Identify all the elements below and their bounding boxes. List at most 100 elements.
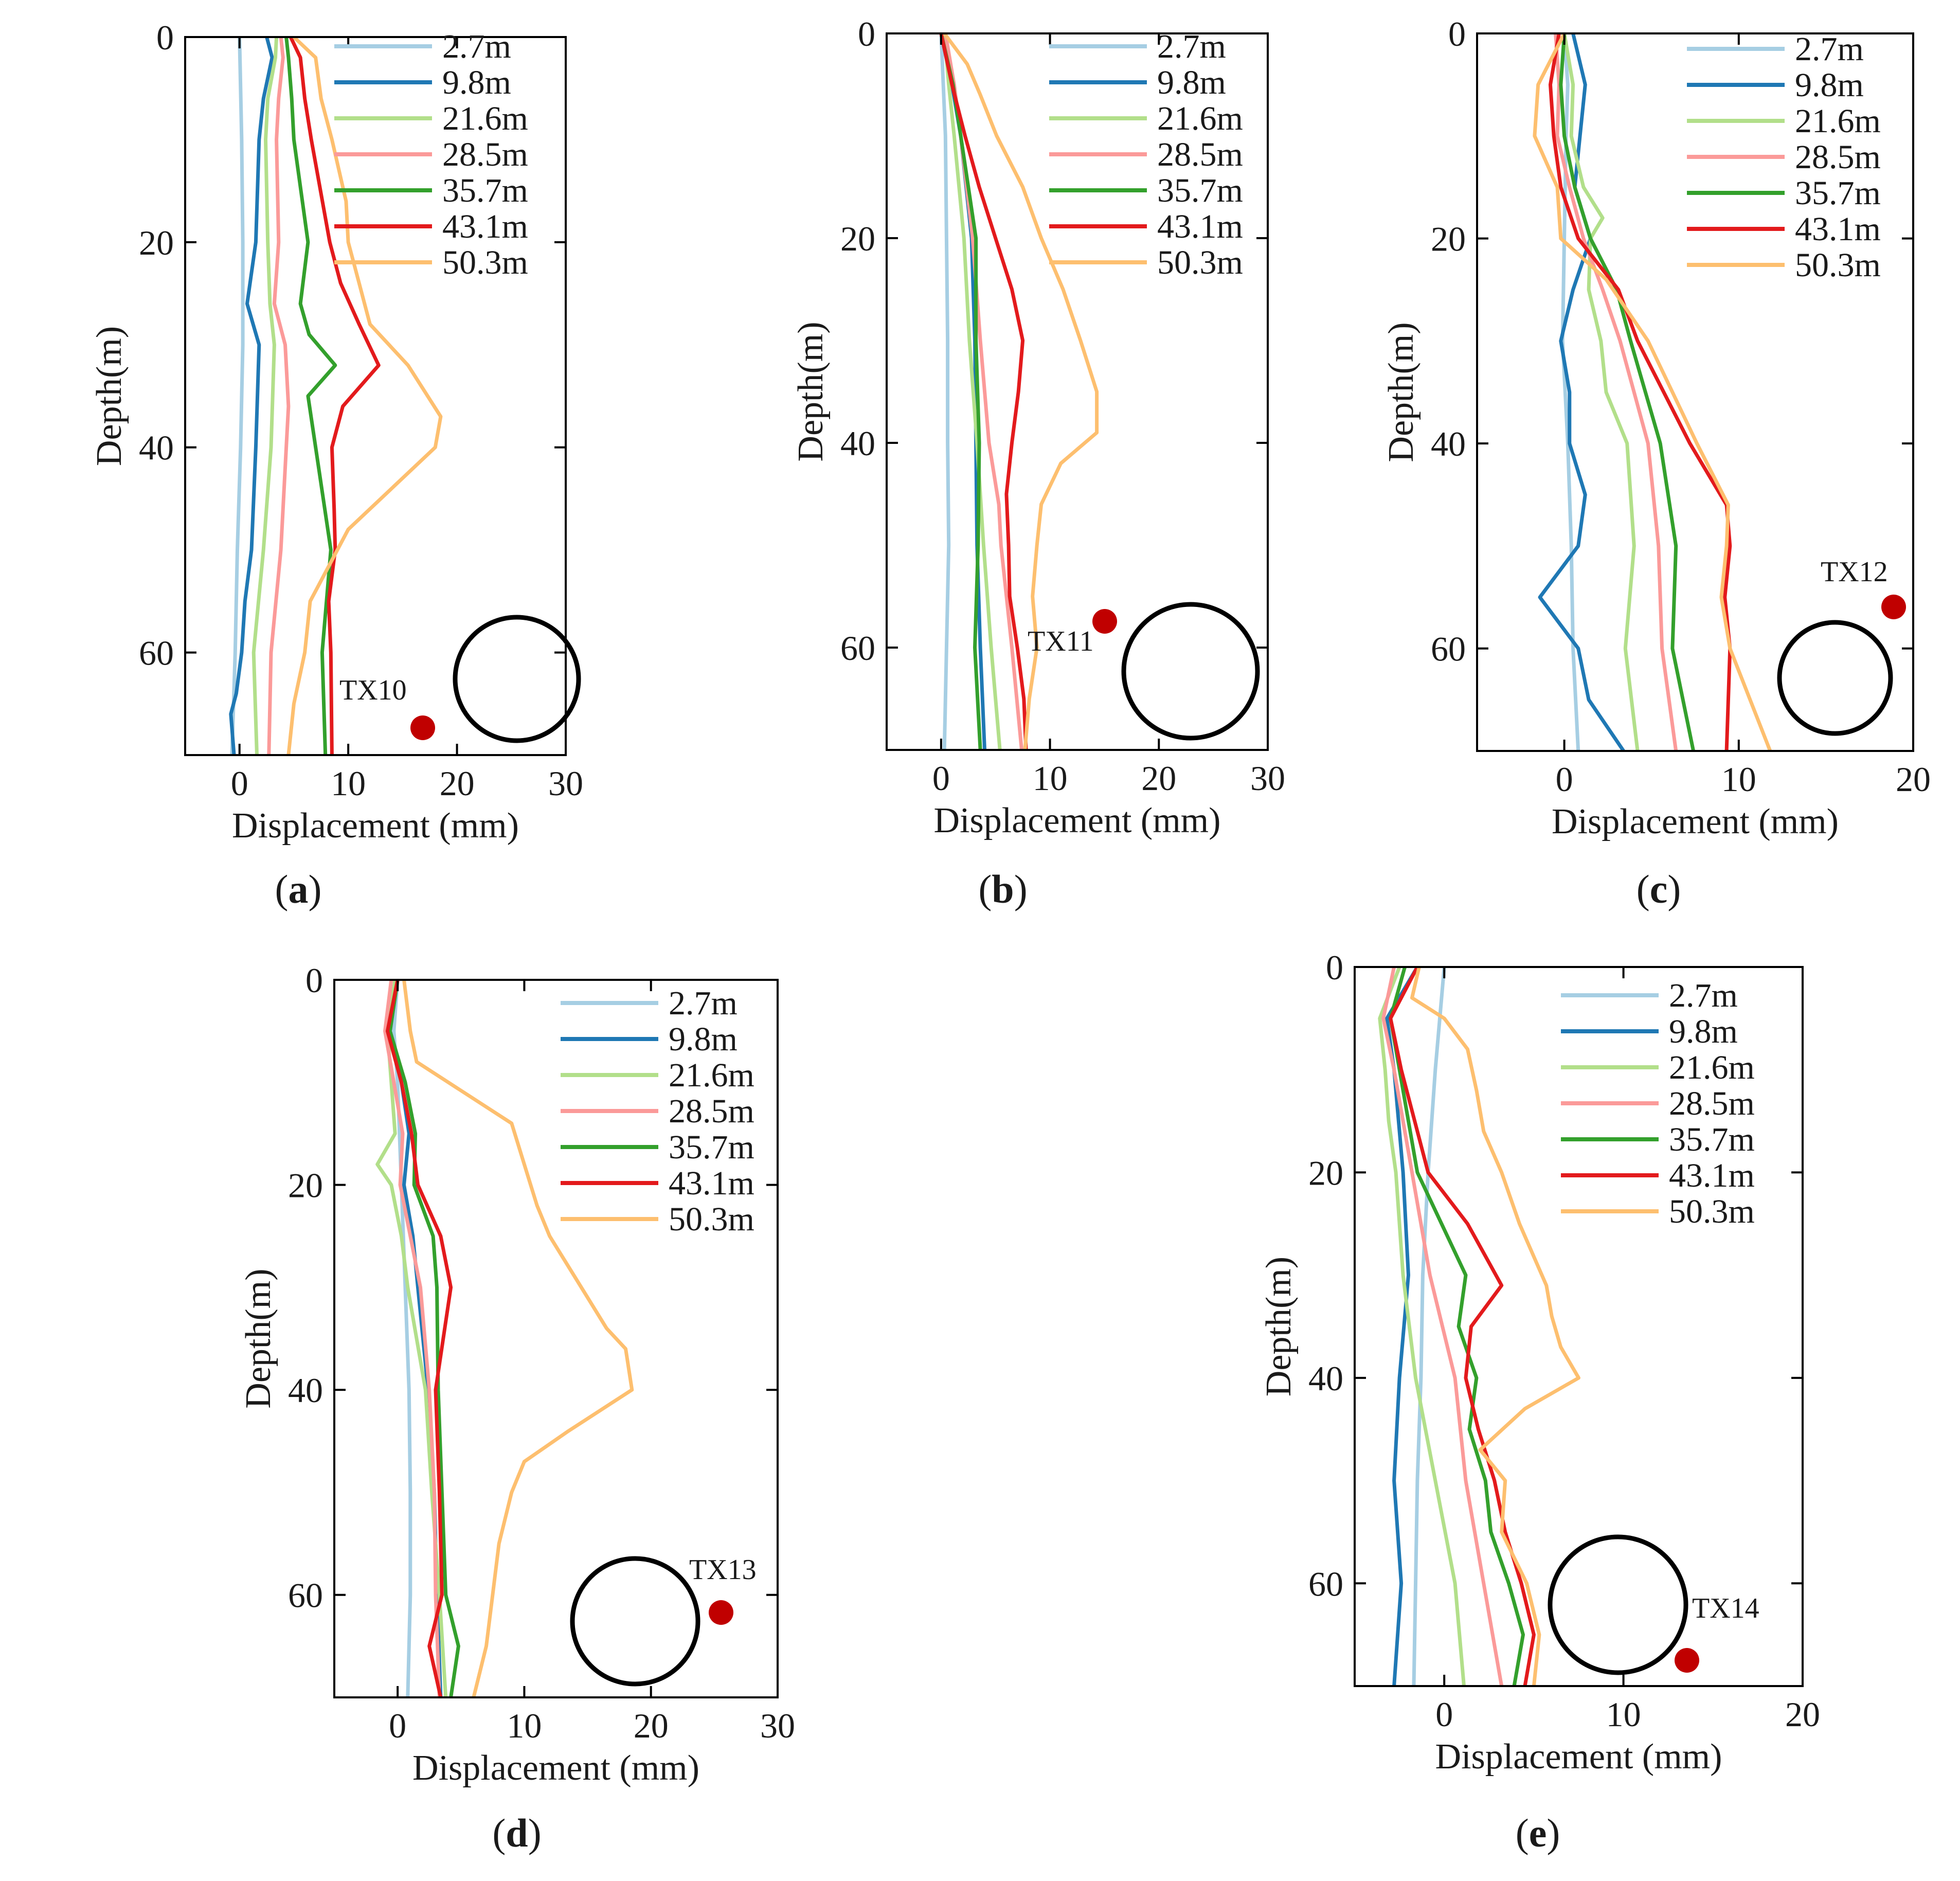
caption-open: ( [275,867,289,911]
x-tick-label: 10 [1033,759,1068,798]
series-line-28-5m [267,37,291,755]
y-tick-label: 20 [288,1166,323,1205]
legend-label: 50.3m [669,1201,754,1238]
series-line-2-7m [1412,967,1446,1686]
series-line-28-5m [383,980,441,1697]
caption-close: ) [1547,1811,1560,1855]
series-line-43-1m [385,980,453,1697]
y-tick-label: 40 [288,1371,323,1410]
legend-label: 2.7m [1669,977,1738,1014]
y-tick-label: 60 [288,1576,323,1615]
legend-label: 28.5m [1669,1085,1755,1122]
series-line-21-6m [251,37,279,755]
legend-label: 43.1m [1157,208,1243,245]
chart-panel-c: 0 10 20 0 20 40 60 Displacement (mm) Depth(m) 2.7… [1381,14,1931,911]
chart-panel-d: 0 10 20 30 0 20 40 60 Displacement (mm) Depth(m) 2… [239,961,795,1855]
series-line-9-8m [1385,967,1419,1686]
caption-letter: e [1529,1811,1547,1855]
x-tick-label: 30 [760,1706,795,1745]
y-tick-label: 20 [840,219,875,258]
x-tick-label: 20 [1785,1695,1820,1734]
legend-label: 2.7m [1795,30,1864,68]
legend-label: 43.1m [669,1165,754,1202]
caption-open: ( [1516,1811,1529,1855]
tunnel-circle [1121,602,1260,741]
series-line-28-5m [1554,33,1678,751]
monitoring-point-label: TX11 [1028,625,1094,657]
monitoring-point-marker [410,715,435,740]
legend-label: 50.3m [1795,246,1881,284]
monitoring-point-label: TX14 [1692,1592,1759,1624]
caption-letter: b [992,867,1014,911]
caption-open: ( [978,867,992,911]
caption-close: ) [309,867,322,911]
legend-label: 9.8m [442,64,511,101]
series-line-2-7m [939,33,951,750]
series-group [939,33,1099,750]
y-tick-label: 20 [139,223,174,262]
series-line-9-8m [1538,33,1626,751]
caption-letter: a [289,867,309,911]
y-tick-label: 0 [858,14,875,53]
plot-frame [184,36,567,756]
chart-panel-e: 0 10 20 0 20 40 60 Displacement (mm) Depth(m) 2.7… [1259,948,1820,1855]
series-line-50-3m [1533,33,1772,751]
series-line-21-6m [1378,967,1466,1686]
y-tick-label: 0 [156,18,174,57]
caption-close: ) [1014,867,1028,911]
legend-label: 28.5m [442,136,528,173]
x-axis-title: Displacement (mm) [412,1748,699,1788]
series-line-2-7m [230,37,245,755]
series-line-28-5m [1381,967,1504,1686]
panel-caption: (d) [492,1811,541,1855]
legend-label: 28.5m [1157,136,1243,173]
series-line-50-3m [286,37,443,755]
legend-label: 2.7m [669,984,738,1022]
monitoring-point-marker [1881,595,1906,619]
x-axis-title: Displacement (mm) [934,801,1221,840]
y-tick-label: 40 [840,424,875,463]
legend-label: 43.1m [1795,210,1881,248]
panel-caption: (c) [1637,867,1681,911]
monitoring-point-label: TX13 [689,1554,757,1586]
caption-close: ) [528,1811,542,1855]
panels: 0 10 20 30 0 20 40 60 Displacement (mm) Depth(m) 2… [89,14,1931,1855]
y-tick-label: 60 [139,634,174,673]
legend-label: 28.5m [1795,138,1881,176]
series-group [375,980,634,1697]
legend-label: 35.7m [669,1128,754,1166]
legend-label: 9.8m [1795,66,1864,104]
legend-label: 43.1m [1669,1157,1755,1194]
legend-label: 9.8m [669,1020,738,1058]
legend-label: 35.7m [1669,1121,1755,1158]
x-tick-label: 30 [1250,759,1285,798]
series-line-21-6m [942,33,1002,750]
series-line-43-1m [289,37,381,755]
series-line-35-7m [388,980,460,1697]
x-tick-label: 20 [634,1706,669,1745]
y-tick-label: 0 [305,961,323,1000]
x-tick-label: 0 [389,1706,406,1745]
series-line-50-3m [402,980,634,1697]
monitoring-point-marker [709,1600,733,1625]
legend-label: 35.7m [442,172,528,209]
legend-label: 9.8m [1669,1013,1738,1050]
x-tick-label: 10 [1721,760,1756,799]
y-tick-label: 0 [1326,948,1343,987]
series-line-21-6m [1562,33,1640,751]
chart-panel-a: 0 10 20 30 0 20 40 60 Displacement (mm) Depth(m) 2… [89,18,583,911]
tunnel-circle [570,1556,700,1687]
x-tick-label: 10 [507,1706,542,1745]
legend-label: 21.6m [669,1056,754,1094]
y-axis-title: Depth(m) [239,1268,278,1408]
caption-close: ) [1667,867,1681,911]
x-tick-label: 20 [1896,760,1931,799]
x-tick-label: 0 [932,759,950,798]
y-tick-label: 20 [1308,1153,1343,1192]
series-line-50-3m [1410,967,1580,1686]
